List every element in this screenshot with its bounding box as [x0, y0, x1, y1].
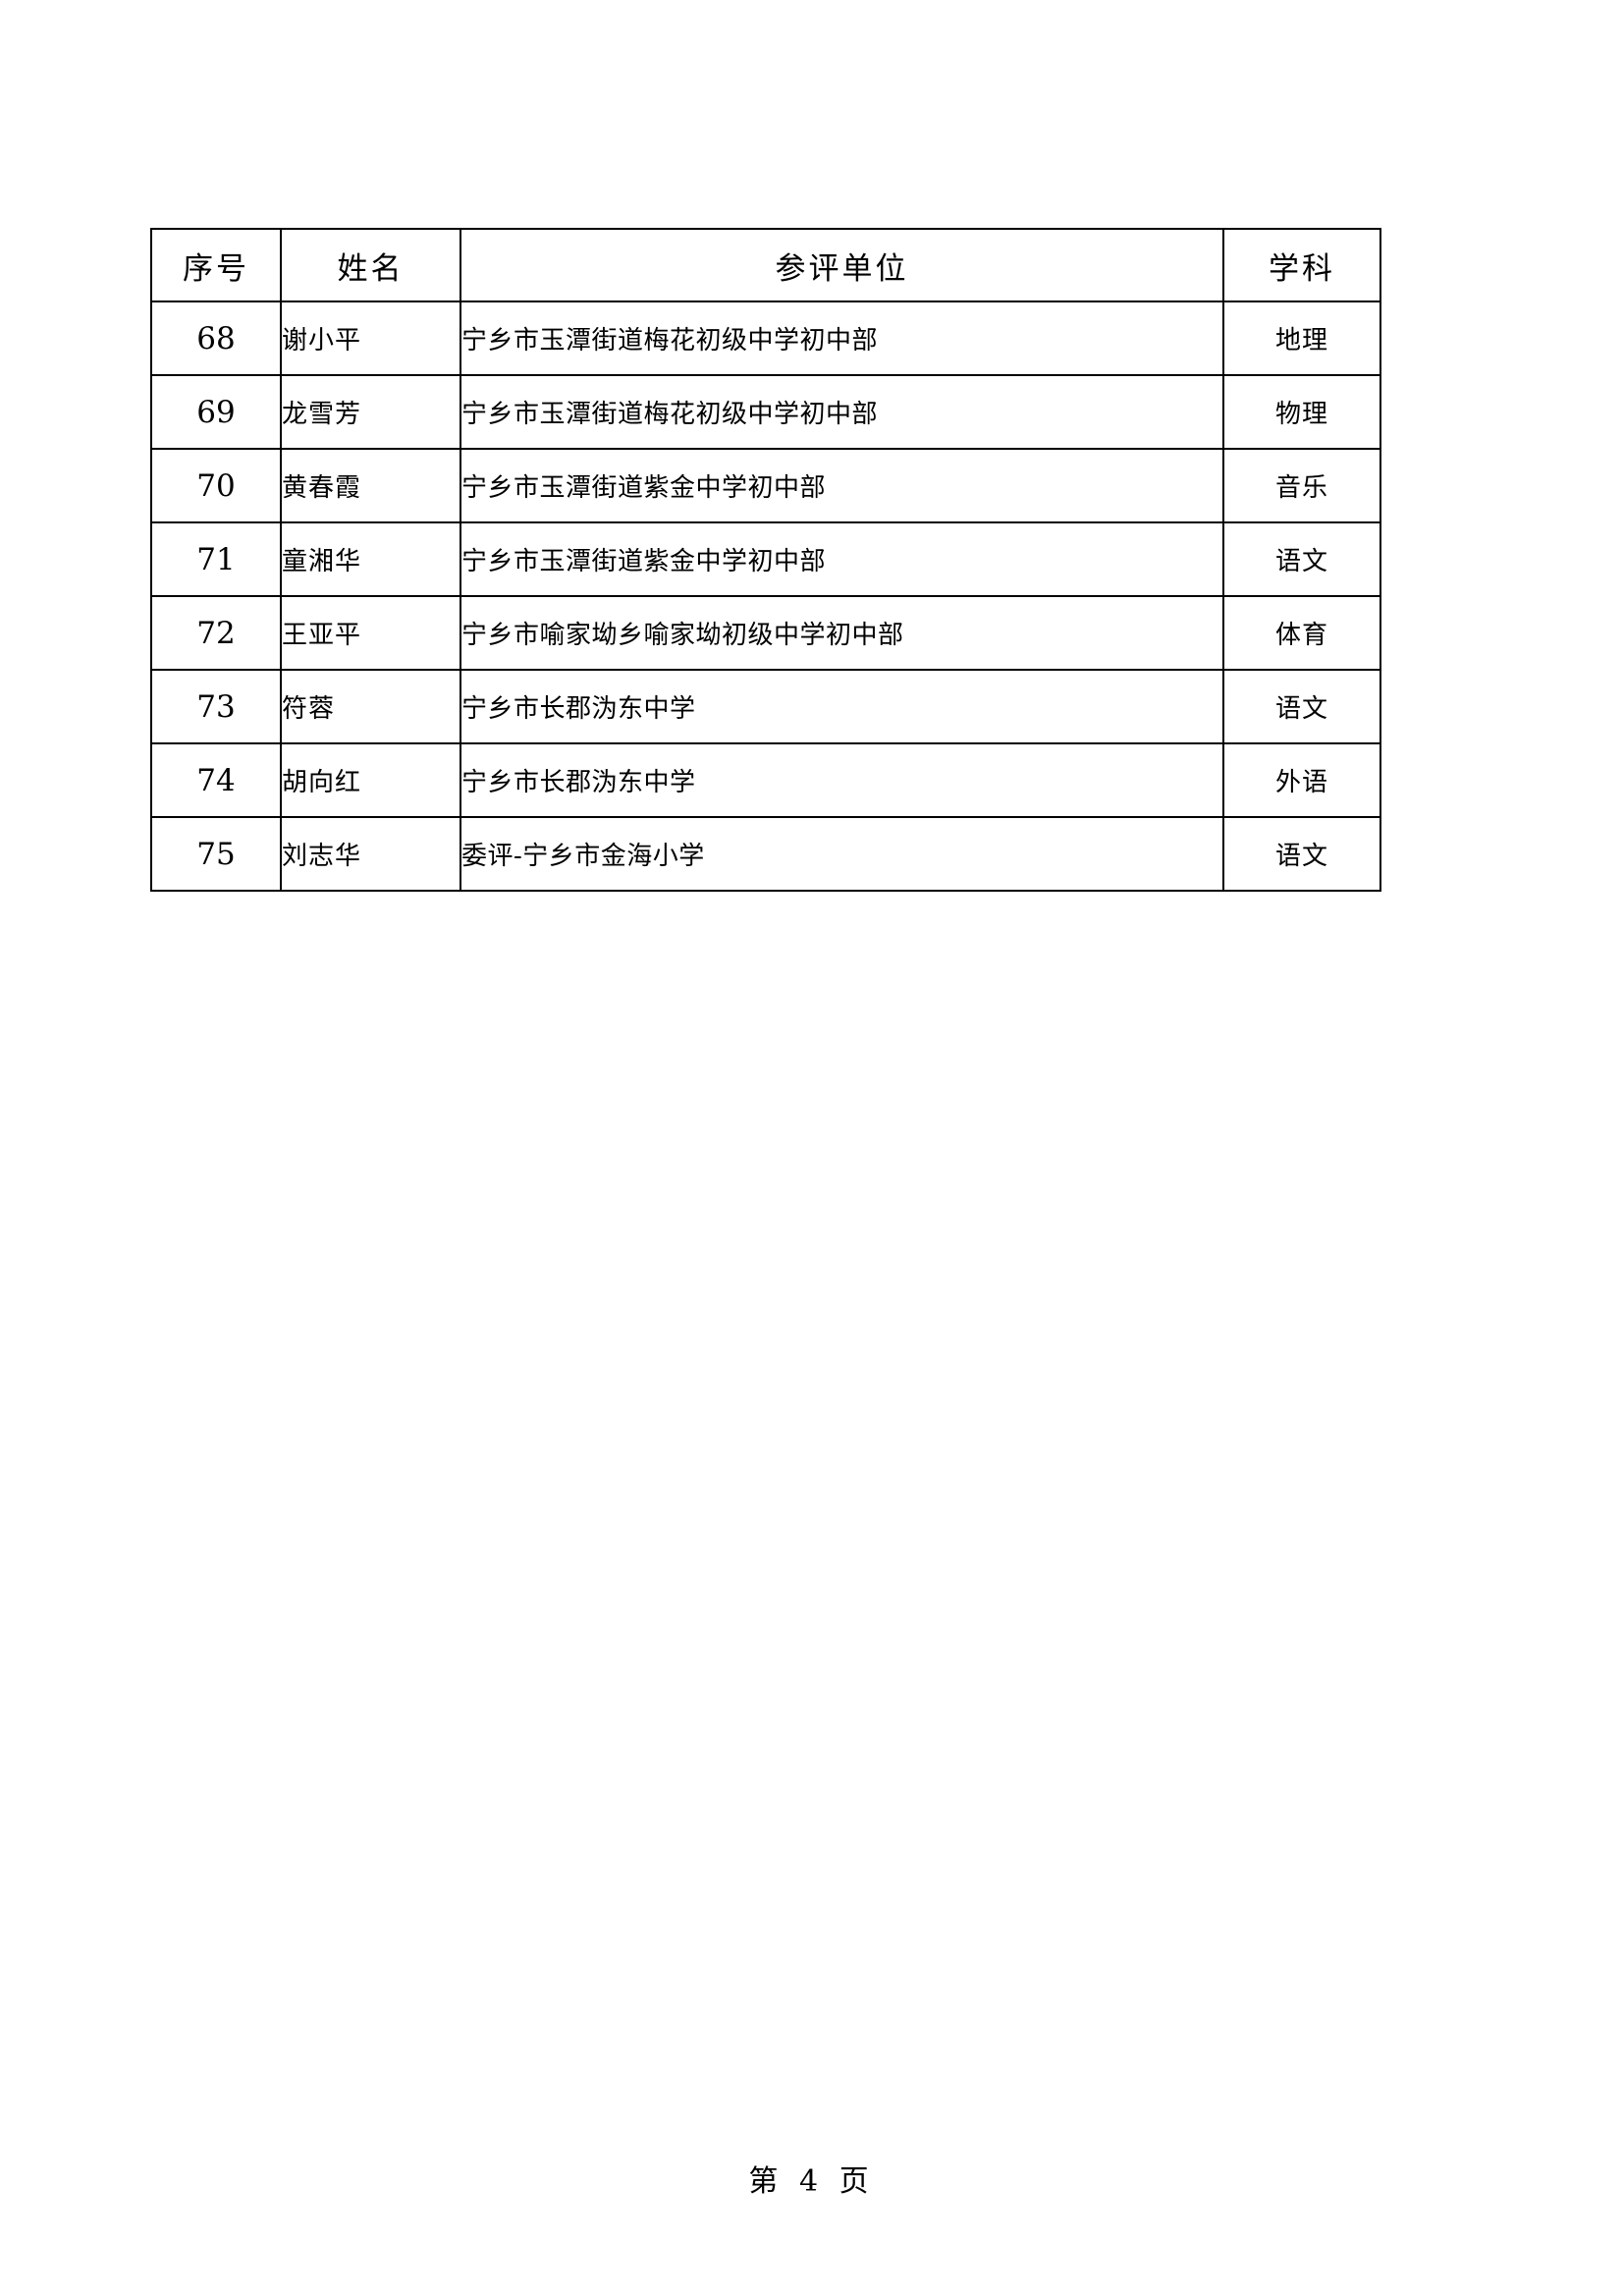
- roster-table-container: 序号 姓名 参评单位 学科 68 谢小平 宁乡市玉潭街道梅花初级中学初中部 地理…: [150, 228, 1381, 892]
- table-row: 70 黄春霞 宁乡市玉潭街道紫金中学初中部 音乐: [150, 448, 1381, 523]
- cell-seq: 72: [150, 595, 282, 671]
- cell-seq: 69: [150, 374, 282, 450]
- cell-name: 刘志华: [280, 816, 461, 892]
- cell-unit: 宁乡市玉潭街道梅花初级中学初中部: [460, 301, 1224, 376]
- cell-seq: 75: [150, 816, 282, 892]
- table-header: 序号 姓名 参评单位 学科: [150, 228, 1381, 302]
- roster-table: 序号 姓名 参评单位 学科 68 谢小平 宁乡市玉潭街道梅花初级中学初中部 地理…: [150, 228, 1381, 892]
- cell-subject: 体育: [1222, 595, 1381, 671]
- cell-subject: 地理: [1222, 301, 1381, 376]
- cell-name: 符蓉: [280, 669, 461, 744]
- cell-unit: 宁乡市玉潭街道紫金中学初中部: [460, 521, 1224, 597]
- cell-unit: 宁乡市喻家坳乡喻家坳初级中学初中部: [460, 595, 1224, 671]
- cell-name: 胡向红: [280, 742, 461, 818]
- cell-unit: 委评-宁乡市金海小学: [460, 816, 1224, 892]
- table-row: 73 符蓉 宁乡市长郡沩东中学 语文: [150, 669, 1381, 744]
- column-header-unit: 参评单位: [460, 228, 1224, 302]
- cell-seq: 68: [150, 301, 282, 376]
- cell-name: 龙雪芳: [280, 374, 461, 450]
- cell-name: 谢小平: [280, 301, 461, 376]
- table-body: 68 谢小平 宁乡市玉潭街道梅花初级中学初中部 地理 69 龙雪芳 宁乡市玉潭街…: [150, 301, 1381, 892]
- cell-seq: 71: [150, 521, 282, 597]
- cell-subject: 语文: [1222, 816, 1381, 892]
- table-row: 68 谢小平 宁乡市玉潭街道梅花初级中学初中部 地理: [150, 301, 1381, 376]
- table-row: 71 童湘华 宁乡市玉潭街道紫金中学初中部 语文: [150, 521, 1381, 597]
- page-footer: 第 4 页: [748, 2164, 875, 2199]
- cell-seq: 74: [150, 742, 282, 818]
- table-row: 69 龙雪芳 宁乡市玉潭街道梅花初级中学初中部 物理: [150, 374, 1381, 450]
- cell-seq: 70: [150, 448, 282, 523]
- cell-unit: 宁乡市长郡沩东中学: [460, 742, 1224, 818]
- column-header-seq: 序号: [150, 228, 282, 302]
- column-header-subject: 学科: [1222, 228, 1381, 302]
- cell-subject: 音乐: [1222, 448, 1381, 523]
- table-row: 72 王亚平 宁乡市喻家坳乡喻家坳初级中学初中部 体育: [150, 595, 1381, 671]
- cell-seq: 73: [150, 669, 282, 744]
- cell-subject: 语文: [1222, 521, 1381, 597]
- cell-name: 黄春霞: [280, 448, 461, 523]
- table-row: 74 胡向红 宁乡市长郡沩东中学 外语: [150, 742, 1381, 818]
- cell-unit: 宁乡市玉潭街道梅花初级中学初中部: [460, 374, 1224, 450]
- table-row: 75 刘志华 委评-宁乡市金海小学 语文: [150, 816, 1381, 892]
- cell-name: 童湘华: [280, 521, 461, 597]
- cell-subject: 语文: [1222, 669, 1381, 744]
- table-header-row: 序号 姓名 参评单位 学科: [150, 228, 1381, 302]
- cell-subject: 物理: [1222, 374, 1381, 450]
- cell-unit: 宁乡市玉潭街道紫金中学初中部: [460, 448, 1224, 523]
- column-header-name: 姓名: [280, 228, 461, 302]
- cell-unit: 宁乡市长郡沩东中学: [460, 669, 1224, 744]
- cell-subject: 外语: [1222, 742, 1381, 818]
- cell-name: 王亚平: [280, 595, 461, 671]
